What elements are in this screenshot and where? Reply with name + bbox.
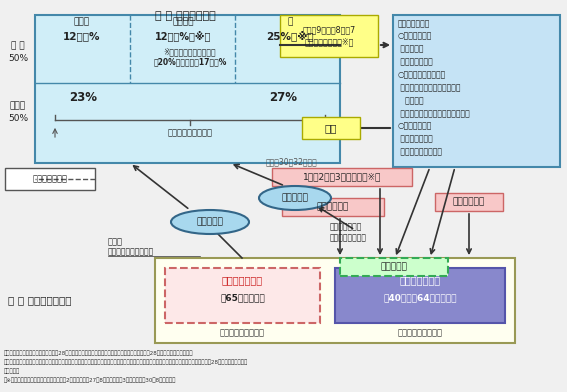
Text: ※施設等給付の場合は、: ※施設等給付の場合は、: [164, 47, 217, 56]
Text: 1割（2割・3割）負担（※）: 1割（2割・3割）負担（※）: [303, 172, 381, 181]
Text: ・40歳から64歳までの者: ・40歳から64歳までの者: [383, 294, 457, 303]
Text: 12．５%: 12．５%: [64, 31, 101, 41]
Text: （平成30－32年度）: （平成30－32年度）: [266, 158, 318, 167]
Bar: [35, 15, 340, 163]
Text: 市町村: 市町村: [74, 18, 90, 27]
Text: 市 町 村（保険者）: 市 町 村（保険者）: [155, 11, 215, 21]
Bar: [435, 193, 503, 211]
Text: 国20%、都道府県17．５%: 国20%、都道府県17．５%: [153, 58, 227, 67]
Ellipse shape: [259, 186, 331, 210]
Bar: [272, 168, 412, 186]
Text: 費用の9割分（8割・7
割分）の支払い（※）: 費用の9割分（8割・7 割分）の支払い（※）: [302, 25, 356, 46]
Ellipse shape: [171, 210, 249, 234]
Text: 25%（※）: 25%（※）: [266, 31, 314, 42]
Text: 27%: 27%: [269, 91, 297, 103]
Text: （４，２００万人）: （４，２００万人）: [397, 328, 442, 337]
Bar: [155, 258, 515, 343]
Text: 保険料
50%: 保険料 50%: [8, 101, 28, 123]
Text: ある。: ある。: [4, 368, 20, 374]
Bar: [165, 268, 320, 323]
Text: 都道府県: 都道府県: [172, 18, 194, 27]
Text: 原則年金からの天引き: 原則年金からの天引き: [108, 247, 154, 256]
Text: （注）第１号被保険者の数は、「平成28年度介護保険事業状況報告年報」によるものであり、平成28年度末現在の数である。: （注）第１号被保険者の数は、「平成28年度介護保険事業状況報告年報」によるもので…: [4, 350, 193, 356]
Text: （３，４４０万人）: （３，４４０万人）: [220, 328, 265, 337]
Bar: [340, 258, 448, 276]
Text: 第２号被保険者の数は、社会保険診療報酬支払基金が介護給付費納付金額を確定するための医療保険者からの報告によるものであり、平成28年度内の月平均値で: 第２号被保険者の数は、社会保険診療報酬支払基金が介護給付費納付金額を確定するため…: [4, 359, 248, 365]
Text: 個別市町村: 個別市町村: [197, 218, 223, 227]
Text: 全国プール: 全国プール: [282, 194, 308, 203]
Text: 第２号被保険者: 第２号被保険者: [399, 275, 441, 285]
Text: 財政安定化基金: 財政安定化基金: [32, 174, 67, 183]
Bar: [280, 15, 378, 57]
Text: 加 入 者（被保険者）: 加 入 者（被保険者）: [8, 296, 71, 305]
Text: 23%: 23%: [69, 91, 97, 103]
Text: （※）一定以上所得者については、費用の2割負担（平成27年8月施行）又は3割負担（平成30年8月施行）。: （※）一定以上所得者については、費用の2割負担（平成27年8月施行）又は3割負担…: [4, 377, 176, 383]
Text: 居住費・食費: 居住費・食費: [317, 203, 349, 212]
Text: 要介護認定: 要介護認定: [380, 263, 408, 272]
Text: 税 金
50%: 税 金 50%: [8, 41, 28, 63]
Text: 国民健康保険・
健康保険組合など: 国民健康保険・ 健康保険組合など: [330, 222, 367, 243]
Text: 保険料: 保険料: [108, 237, 123, 246]
Text: 国: 国: [287, 18, 293, 27]
Text: 人口比に基づき設定: 人口比に基づき設定: [167, 129, 213, 138]
Text: サービス事業者
○在宅サービス
 ・訪問介護
 ・通所介護　等
○地域密着型サービス
 ・定期巡回・随時対応型訪問
   介護看護
 ・認知症対応型共同生活介護: サービス事業者 ○在宅サービス ・訪問介護 ・通所介護 等 ○地域密着型サービス…: [398, 19, 469, 156]
Bar: [393, 15, 560, 167]
Bar: [302, 117, 360, 139]
Bar: [282, 198, 384, 216]
Bar: [335, 268, 505, 323]
Text: 12．５%（※）: 12．５%（※）: [155, 31, 211, 42]
Text: 第１号被保険者: 第１号被保険者: [222, 275, 263, 285]
Text: サービス利用: サービス利用: [453, 198, 485, 207]
Text: ・65歳以上の者: ・65歳以上の者: [220, 294, 265, 303]
Text: 請求: 請求: [325, 123, 337, 133]
Bar: [5, 168, 95, 190]
